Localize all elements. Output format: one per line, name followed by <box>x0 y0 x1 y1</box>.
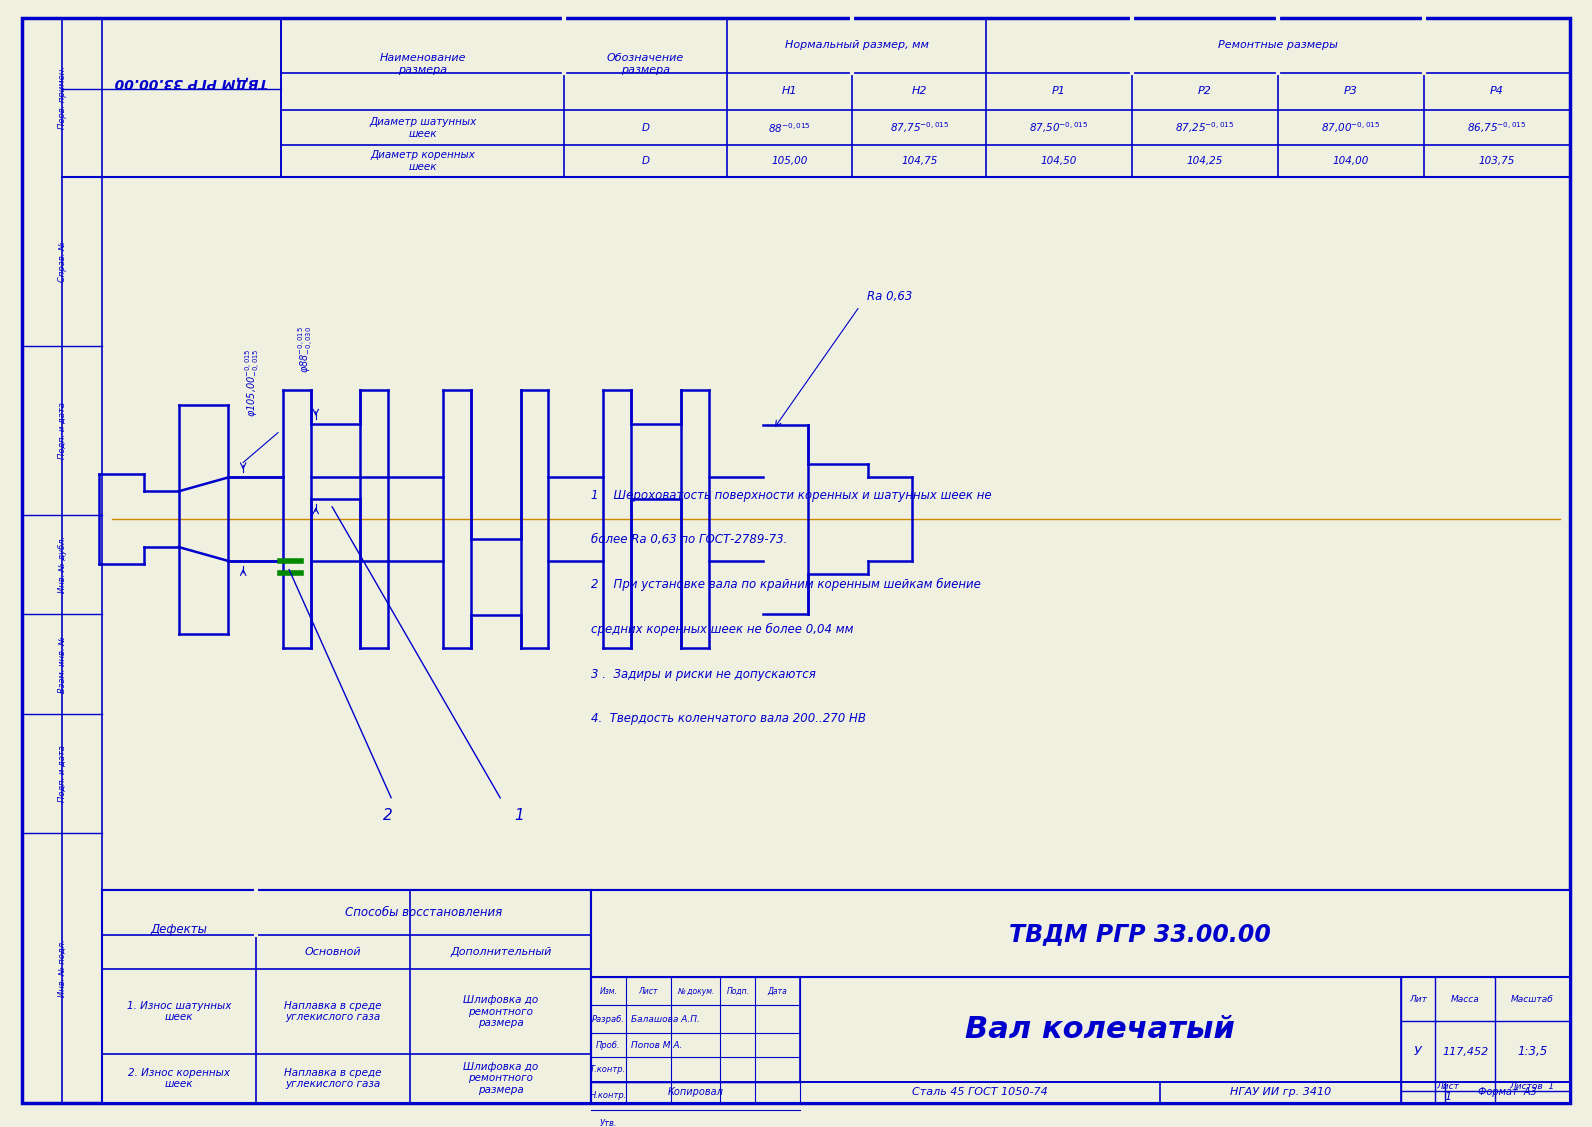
Text: Дата: Дата <box>767 987 788 996</box>
Text: Утв.: Утв. <box>599 1119 616 1127</box>
Text: Разраб.: Разраб. <box>592 1014 624 1023</box>
Text: У: У <box>1414 1045 1422 1058</box>
Text: Наименование
размера: Наименование размера <box>379 53 466 74</box>
Text: 104,00: 104,00 <box>1333 156 1369 166</box>
Text: 104,75: 104,75 <box>901 156 938 166</box>
Text: Перв. примен.: Перв. примен. <box>57 66 67 128</box>
Text: 88$^{-0,015}$: 88$^{-0,015}$ <box>769 121 812 134</box>
Text: Ra 0,63: Ra 0,63 <box>866 290 912 303</box>
Text: 4.  Твердость коленчатого вала 200..270 НВ: 4. Твердость коленчатого вала 200..270 Н… <box>591 712 866 726</box>
Text: Дополнительный: Дополнительный <box>451 947 551 957</box>
Text: Попов М.А.: Попов М.А. <box>630 1040 683 1049</box>
Text: Обозначение
размера: Обозначение размера <box>607 53 685 74</box>
Text: Подп. и дата: Подп. и дата <box>57 402 67 459</box>
Text: Р1: Р1 <box>1052 87 1067 97</box>
Text: 2. Износ коренных
шеек: 2. Износ коренных шеек <box>127 1067 229 1089</box>
Text: НГАУ ИИ гр. 3410: НГАУ ИИ гр. 3410 <box>1229 1088 1331 1098</box>
Text: Шлифовка до
ремонтного
размера: Шлифовка до ремонтного размера <box>463 1062 538 1095</box>
Text: φ105,00$^{-0,015}_{-0,015}$: φ105,00$^{-0,015}_{-0,015}$ <box>244 348 263 417</box>
Bar <box>591 890 1570 1102</box>
Text: 105,00: 105,00 <box>772 156 807 166</box>
Text: Инв. № дубл.: Инв. № дубл. <box>57 536 67 593</box>
Text: Т.контр.: Т.контр. <box>591 1065 626 1074</box>
Text: 2 .  При установке вала по крайним коренным шейкам биение: 2 . При установке вала по крайним коренн… <box>591 578 981 592</box>
Text: Основной: Основной <box>304 947 361 957</box>
Text: Наплавка в среде
углекислого газа: Наплавка в среде углекислого газа <box>285 1001 382 1022</box>
Text: Изм.: Изм. <box>600 987 618 996</box>
Text: Лист: Лист <box>1436 1082 1460 1091</box>
Text: 1. Износ шатунных
шеек: 1. Износ шатунных шеек <box>127 1001 231 1022</box>
Text: 103,75: 103,75 <box>1479 156 1516 166</box>
Text: 117,452: 117,452 <box>1442 1047 1489 1056</box>
Text: Листов  1: Листов 1 <box>1509 1082 1555 1091</box>
Text: φ88$^{-0,015}_{-0,030}$: φ88$^{-0,015}_{-0,030}$ <box>296 326 315 373</box>
Text: 87,50$^{-0,015}$: 87,50$^{-0,015}$ <box>1030 121 1089 135</box>
Text: Н.контр.: Н.контр. <box>589 1091 627 1100</box>
Text: средних коренных шеек не более 0,04 мм: средних коренных шеек не более 0,04 мм <box>591 623 853 636</box>
Text: Справ. №: Справ. № <box>57 241 67 282</box>
Text: 1: 1 <box>514 808 524 823</box>
Bar <box>102 890 591 1102</box>
Text: Балашова А.П.: Балашова А.П. <box>630 1014 700 1023</box>
Text: 1 .  Шероховатость поверхности коренных и шатунных шеек не: 1 . Шероховатость поверхности коренных и… <box>591 489 992 502</box>
Text: Масштаб: Масштаб <box>1511 995 1554 1004</box>
Text: 1: 1 <box>1444 1092 1452 1102</box>
Text: Подп. и дата: Подп. и дата <box>57 745 67 802</box>
Text: 2: 2 <box>382 808 392 823</box>
Text: ТВДМ РГР 33.00.00: ТВДМ РГР 33.00.00 <box>1009 922 1270 946</box>
Text: Р3: Р3 <box>1344 87 1358 97</box>
Text: Н2: Н2 <box>912 87 927 97</box>
Text: Взам. инв. №: Взам. инв. № <box>57 636 67 693</box>
Text: Инв. № подл.: Инв. № подл. <box>57 939 67 996</box>
Text: Копировал: Копировал <box>667 1088 723 1098</box>
Text: 1:3,5: 1:3,5 <box>1517 1045 1547 1058</box>
Text: Лит: Лит <box>1409 995 1426 1004</box>
Text: 86,75$^{-0,015}$: 86,75$^{-0,015}$ <box>1466 121 1527 135</box>
Text: Р4: Р4 <box>1490 87 1503 97</box>
Text: 87,00$^{-0,015}$: 87,00$^{-0,015}$ <box>1321 121 1380 135</box>
Text: D: D <box>642 156 650 166</box>
Text: 3 .  Задиры и риски не допускаются: 3 . Задиры и риски не допускаются <box>591 667 817 681</box>
Text: Формат  А3: Формат А3 <box>1477 1088 1536 1098</box>
Text: 104,25: 104,25 <box>1186 156 1223 166</box>
Text: Подп.: Подп. <box>726 987 750 996</box>
Text: Диаметр шатунных
шеек: Диаметр шатунных шеек <box>369 117 476 139</box>
Text: Н1: Н1 <box>782 87 798 97</box>
Text: ТВДМ РГР 33.00.00: ТВДМ РГР 33.00.00 <box>115 76 267 89</box>
Text: Диаметр коренных
шеек: Диаметр коренных шеек <box>369 150 474 172</box>
Text: Сталь 45 ГОСТ 1050-74: Сталь 45 ГОСТ 1050-74 <box>912 1088 1048 1098</box>
Text: 104,50: 104,50 <box>1041 156 1078 166</box>
Text: Наплавка в среде
углекислого газа: Наплавка в среде углекислого газа <box>285 1067 382 1089</box>
Text: более Ra 0,63 по ГОСТ-2789-73.: более Ra 0,63 по ГОСТ-2789-73. <box>591 533 788 547</box>
Text: Шлифовка до
ремонтного
размера: Шлифовка до ремонтного размера <box>463 995 538 1028</box>
Text: Нормальный размер, мм: Нормальный размер, мм <box>785 41 928 51</box>
Text: Лист: Лист <box>638 987 657 996</box>
Text: Проб.: Проб. <box>595 1040 621 1049</box>
Text: Способы восстановления: Способы восстановления <box>345 906 501 919</box>
Text: № докум.: № докум. <box>677 987 715 996</box>
Text: Р2: Р2 <box>1199 87 1212 97</box>
Text: Вал колечатый: Вал колечатый <box>965 1015 1235 1044</box>
Text: 87,75$^{-0,015}$: 87,75$^{-0,015}$ <box>890 121 949 135</box>
Text: Дефекты: Дефекты <box>151 923 207 937</box>
Text: Ремонтные размеры: Ремонтные размеры <box>1218 41 1337 51</box>
Text: D: D <box>642 123 650 133</box>
Text: Масса: Масса <box>1450 995 1479 1004</box>
Text: 87,25$^{-0,015}$: 87,25$^{-0,015}$ <box>1175 121 1235 135</box>
